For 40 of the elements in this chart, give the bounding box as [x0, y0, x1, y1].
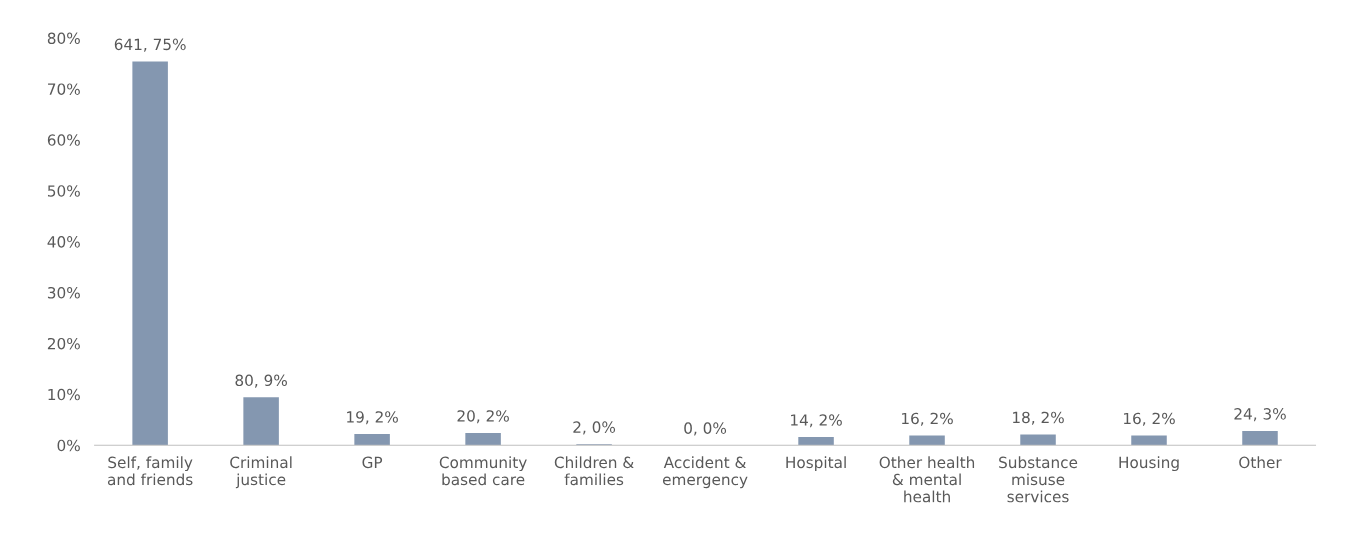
y-tick-label: 20%	[47, 337, 80, 350]
y-tick-label: 70%	[48, 83, 80, 95]
x-tick-label: Community based care	[439, 456, 527, 486]
data-label: 24, 3%	[1234, 408, 1286, 422]
y-tick-label: 0%	[57, 439, 80, 452]
bar	[1242, 430, 1278, 446]
x-tick-label: Housing	[1119, 456, 1179, 472]
data-label: 0, 0%	[684, 422, 727, 436]
data-label: 641, 75%	[114, 38, 186, 52]
x-tick-label: Other	[1239, 456, 1282, 469]
y-tick-label: 40%	[47, 236, 80, 248]
y-tick-label: 60%	[47, 134, 80, 146]
y-tick-label: 50%	[47, 185, 80, 197]
x-tick-label: Other health & mental health	[879, 456, 975, 503]
bar	[465, 432, 501, 446]
y-tick-label: 80%	[47, 32, 80, 45]
bar	[1131, 435, 1167, 446]
data-label: 19, 2%	[347, 411, 398, 425]
data-label: 80, 9%	[235, 374, 287, 388]
bar	[798, 437, 834, 446]
bar	[354, 434, 390, 446]
bar	[243, 397, 279, 446]
x-tick-label: Children & families	[554, 456, 634, 486]
x-tick-label: GP	[362, 456, 383, 469]
bar	[909, 435, 945, 446]
bar	[132, 61, 168, 446]
y-tick-label: 30%	[47, 286, 80, 299]
data-label: 20, 2%	[457, 410, 509, 424]
data-label: 18, 2%	[1013, 411, 1064, 425]
x-tick-label: Self, family and friends	[107, 456, 193, 486]
data-label: 2, 0%	[573, 421, 616, 435]
data-label: 16, 2%	[1124, 412, 1175, 426]
data-label: 14, 2%	[791, 414, 842, 428]
bar	[1020, 434, 1056, 446]
data-label: 16, 2%	[902, 412, 953, 426]
x-tick-label: Criminal justice	[230, 456, 292, 489]
x-tick-label: Accident & emergency	[662, 456, 748, 489]
x-tick-label: Substance misuse services	[999, 456, 1078, 503]
x-tick-label: Hospital	[786, 456, 846, 472]
y-tick-label: 10%	[48, 388, 80, 401]
